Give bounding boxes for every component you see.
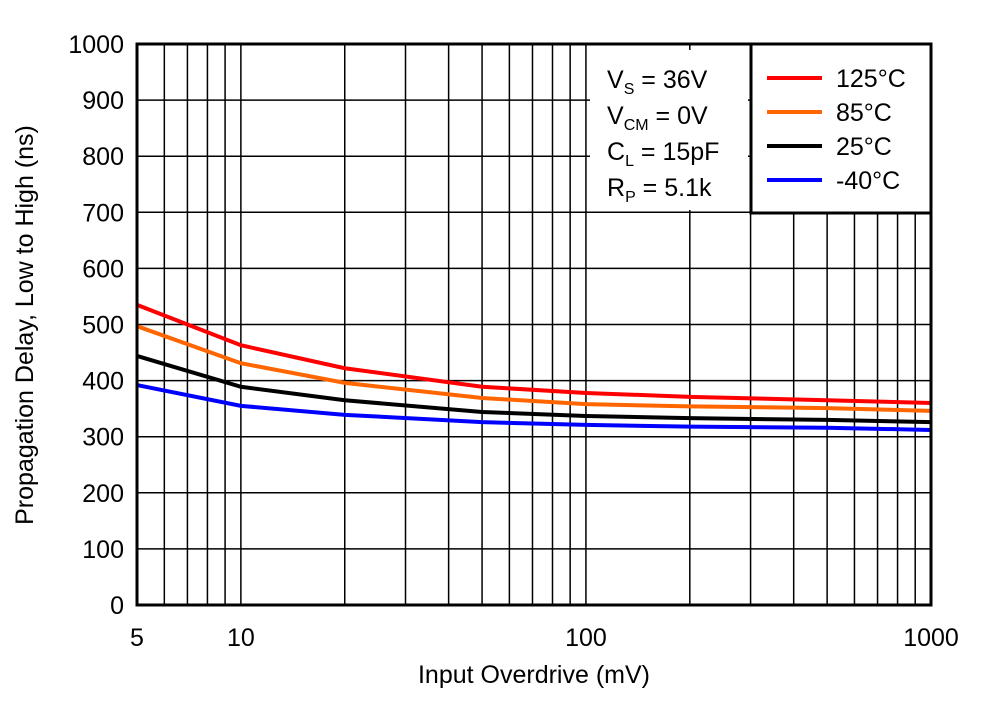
y-axis-label: Propagation Delay, Low to High (ns) xyxy=(11,125,39,525)
legend-label: 85°C xyxy=(836,99,892,127)
y-tick-label: 300 xyxy=(82,424,124,452)
legend-label: 125°C xyxy=(836,65,906,93)
condition-label: VCM = 0V xyxy=(607,102,708,134)
conditions-box xyxy=(590,50,748,210)
tick-labels: 0 100 200 300 400 500 600 700 800 900 1000 5 10 100 10… xyxy=(68,31,958,652)
y-tick-label: 1000 xyxy=(68,31,124,59)
series-line-85°C xyxy=(136,324,932,413)
y-tick-label: 900 xyxy=(82,87,124,115)
x-tick-label: 1000 xyxy=(903,624,959,652)
condition-label: VS = 36V xyxy=(607,66,708,98)
condition-label: RP = 5.1k xyxy=(607,174,712,206)
plot-frame xyxy=(135,42,933,607)
series-line-125°C xyxy=(136,303,932,406)
x-axis-label: Input Overdrive (mV) xyxy=(418,661,650,689)
legend xyxy=(749,42,933,215)
y-tick-label: 400 xyxy=(82,368,124,396)
series-lines xyxy=(136,303,932,432)
y-tick-label: 100 xyxy=(82,536,124,564)
y-tick-label: 700 xyxy=(82,199,124,227)
y-tick-label: 0 xyxy=(110,592,124,620)
legend-label: 25°C xyxy=(836,133,892,161)
y-tick-label: 800 xyxy=(82,143,124,171)
y-tick-label: 200 xyxy=(82,480,124,508)
series-line-25°C xyxy=(136,353,932,425)
x-tick-label: 100 xyxy=(565,624,607,652)
conditions: VS = 36V VCM = 0V CL = 15pF RP = 5.1k xyxy=(607,66,719,206)
x-tick-label: 5 xyxy=(130,624,144,652)
condition-label: CL = 15pF xyxy=(607,138,719,170)
legend-label: -40°C xyxy=(836,167,900,195)
series-line--40°C xyxy=(136,383,932,432)
x-tick-label: 10 xyxy=(227,624,255,652)
y-tick-label: 500 xyxy=(82,312,124,340)
legend-entries: 125°C 85°C 25°C -40°C xyxy=(767,65,906,195)
y-tick-label: 600 xyxy=(82,255,124,283)
